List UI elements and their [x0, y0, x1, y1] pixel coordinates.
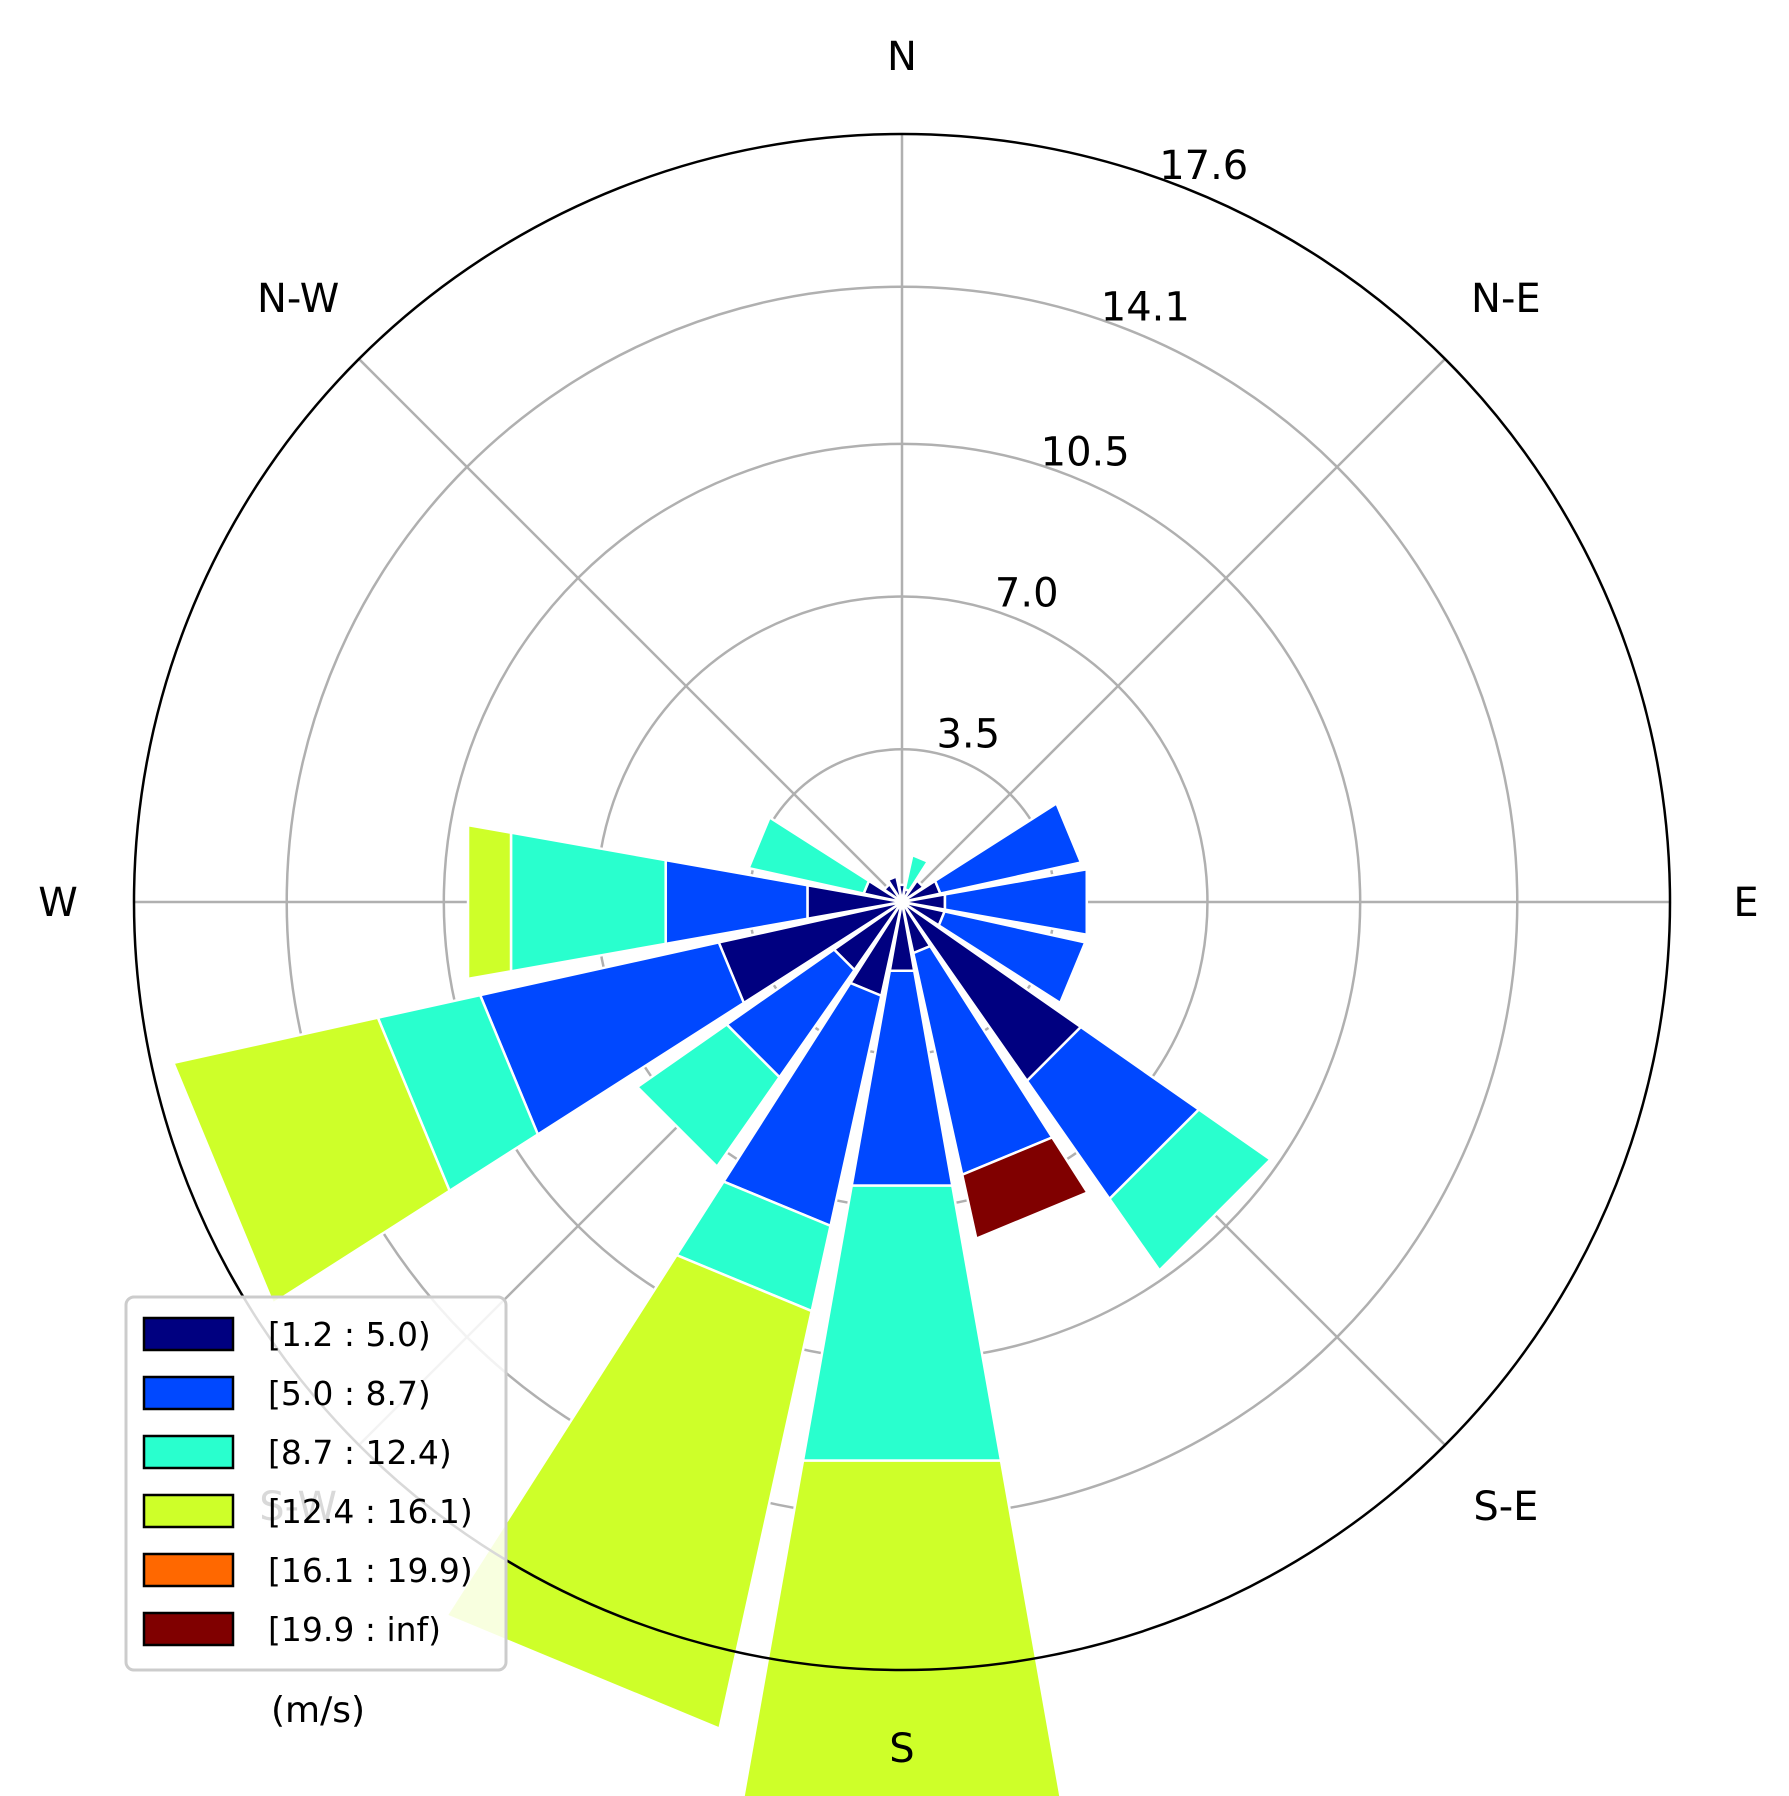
bar-NNW-bin-0: [886, 874, 904, 903]
legend-swatch-4: [142, 1552, 235, 1588]
legend-swatch-3: [142, 1493, 235, 1529]
radial-tick-label-4: 17.6: [1159, 143, 1248, 189]
bar-SSE-bin-5: [960, 1135, 1090, 1241]
legend: [1.2 : 5.0) [5.0 : 8.7) [8.7 : 12.4) [12.4 …: [124, 1295, 508, 1672]
bar-ESE-bin-1: [937, 909, 1087, 1005]
radial-tick-label-0: 3.5: [936, 712, 1000, 758]
direction-label-s: S: [889, 1726, 914, 1772]
bar-W-bin-2: [509, 831, 667, 973]
direction-label-e: E: [1733, 880, 1758, 926]
legend-swatch-0: [142, 1316, 235, 1352]
legend-label-3: [12.4 : 16.1): [268, 1492, 473, 1531]
legend-label-4: [16.1 : 19.9): [268, 1551, 473, 1590]
grid-spoke-1: [901, 358, 1446, 903]
grid-spoke-7: [358, 358, 903, 903]
bar-SE-bin-2: [1107, 1107, 1273, 1273]
wind-rose-bars: [171, 801, 1273, 1796]
bar-SW-bin-2: [635, 1022, 782, 1169]
bar-NNE-bin-2: [903, 853, 930, 893]
bar-WSW-bin-3: [171, 1016, 452, 1306]
bar-W-bin-3: [466, 823, 513, 981]
bar-WNW-bin-2: [746, 815, 871, 895]
legend-label-1: [5.0 : 8.7): [268, 1374, 431, 1413]
direction-label-n-w: N-W: [257, 276, 339, 322]
radial-tick-label-1: 7.0: [995, 571, 1059, 617]
legend-swatch-5: [142, 1611, 235, 1647]
legend-label-2: [8.7 : 12.4): [268, 1433, 452, 1472]
bar-S-bin-2: [801, 1184, 1003, 1462]
bar-S-bin-3: [742, 1459, 1062, 1796]
legend-label-0: [1.2 : 5.0): [268, 1315, 431, 1354]
direction-label-w: W: [38, 880, 78, 926]
units-label: (m/s): [271, 1690, 365, 1731]
legend-label-5: [19.9 : inf): [268, 1610, 441, 1649]
bar-ENE-bin-1: [933, 801, 1083, 895]
legend-swatch-1: [142, 1375, 235, 1411]
radial-tick-label-2: 10.5: [1041, 429, 1130, 475]
direction-label-n: N: [887, 34, 917, 80]
direction-label-n-e: N-E: [1471, 276, 1541, 322]
outer-frame-circle: [132, 132, 1672, 1672]
legend-items: [1.2 : 5.0) [5.0 : 8.7) [8.7 : 12.4) [12.4 …: [142, 1315, 473, 1649]
direction-label-s-e: S-E: [1473, 1484, 1538, 1530]
bar-E-bin-1: [943, 867, 1089, 937]
radial-tick-labels: 3.5 7.0 10.5 14.1 17.6: [936, 143, 1248, 757]
legend-swatch-2: [142, 1434, 235, 1470]
radial-tick-label-3: 14.1: [1101, 284, 1190, 330]
